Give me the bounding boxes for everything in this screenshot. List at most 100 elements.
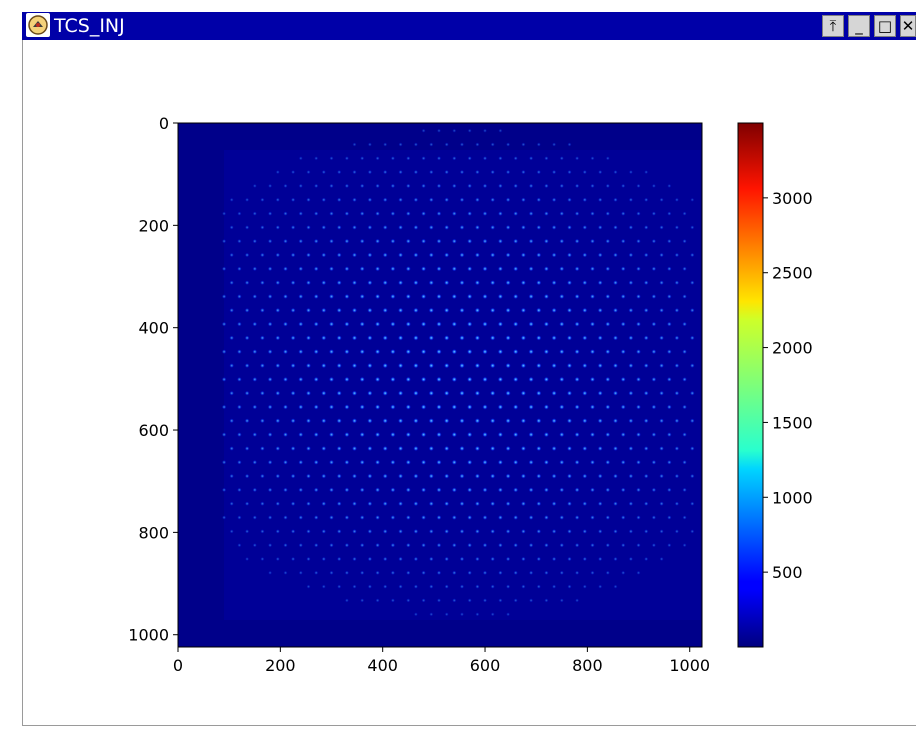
- spot: [313, 349, 319, 355]
- spot: [436, 404, 442, 410]
- spot: [682, 211, 687, 216]
- spot: [582, 307, 588, 313]
- minimize-button[interactable]: _: [848, 15, 870, 37]
- spot: [674, 418, 680, 424]
- y-tick-label: 200: [138, 216, 169, 235]
- spot: [582, 170, 587, 175]
- spot: [467, 598, 472, 603]
- spot: [245, 557, 250, 561]
- spot: [551, 390, 557, 396]
- spot: [383, 556, 388, 562]
- spot: [467, 487, 473, 493]
- spot: [605, 183, 610, 188]
- spot: [405, 238, 411, 244]
- spot: [260, 335, 265, 341]
- spot: [513, 432, 519, 438]
- spot: [505, 556, 511, 562]
- spot: [329, 156, 334, 161]
- spot: [575, 570, 580, 575]
- spot: [306, 501, 311, 506]
- spot: [690, 529, 695, 534]
- spot: [314, 211, 319, 216]
- spot: [498, 542, 503, 548]
- spot: [336, 252, 342, 258]
- close-button[interactable]: ✕: [900, 15, 916, 37]
- spot: [636, 404, 641, 410]
- spot: [351, 363, 358, 369]
- spot: [605, 349, 611, 355]
- spot: [252, 460, 258, 465]
- spot: [528, 570, 534, 575]
- spot: [505, 363, 511, 369]
- spot: [528, 515, 534, 520]
- spot: [559, 266, 565, 272]
- spot: [574, 349, 580, 355]
- spot: [275, 363, 281, 368]
- spot: [406, 542, 411, 548]
- window-title: TCS_INJ: [54, 15, 125, 37]
- spot: [497, 349, 503, 355]
- maximize-button[interactable]: □: [874, 15, 896, 37]
- spot: [551, 446, 557, 451]
- spot: [321, 473, 327, 479]
- spot: [490, 556, 495, 562]
- spot: [337, 197, 342, 202]
- spot: [513, 459, 519, 465]
- spot: [460, 612, 464, 617]
- spot: [628, 225, 634, 230]
- spot: [459, 390, 465, 396]
- spot: [636, 211, 641, 216]
- spot: [636, 294, 641, 299]
- spot: [574, 404, 580, 410]
- stay-on-top-button[interactable]: ⤒: [822, 15, 844, 37]
- spot: [467, 266, 473, 272]
- spot: [298, 515, 304, 520]
- spot: [260, 501, 265, 506]
- spot: [620, 404, 626, 410]
- spot: [590, 156, 595, 161]
- spot: [344, 376, 350, 382]
- spot: [551, 473, 557, 479]
- spot: [290, 225, 296, 230]
- spot: [490, 142, 495, 147]
- spot: [252, 321, 258, 327]
- spot: [421, 266, 427, 272]
- title-bar[interactable]: [22, 12, 916, 40]
- app-icon[interactable]: [26, 13, 50, 37]
- spot: [597, 280, 603, 286]
- spot: [444, 529, 450, 534]
- spot: [444, 335, 450, 341]
- spot: [367, 307, 373, 313]
- spot: [421, 459, 427, 465]
- spot: [690, 473, 695, 479]
- spot: [636, 376, 641, 382]
- spot: [359, 349, 365, 355]
- spot: [413, 556, 419, 562]
- spot: [306, 584, 311, 589]
- spot: [428, 307, 434, 313]
- spot: [605, 238, 611, 244]
- spot: [229, 363, 234, 368]
- spot: [605, 266, 611, 272]
- spot: [444, 418, 450, 424]
- spot: [459, 335, 465, 341]
- spot: [375, 376, 381, 382]
- spot: [314, 183, 319, 188]
- spot: [367, 501, 373, 507]
- spot: [390, 349, 396, 355]
- spot: [382, 363, 388, 369]
- spot: [413, 445, 419, 452]
- spot: [421, 349, 427, 355]
- spot: [291, 197, 296, 202]
- spot: [475, 197, 480, 203]
- spot: [336, 363, 342, 369]
- spot: [644, 556, 649, 562]
- spot: [666, 321, 672, 327]
- spot: [559, 183, 564, 189]
- spot: [275, 307, 281, 313]
- spot: [498, 598, 503, 603]
- spot: [459, 473, 465, 479]
- spot: [651, 239, 657, 244]
- spot: [643, 390, 649, 396]
- spot: [605, 487, 611, 493]
